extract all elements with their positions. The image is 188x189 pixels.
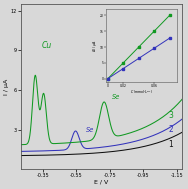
- Y-axis label: I / μA: I / μA: [4, 79, 9, 95]
- Text: 2: 2: [169, 125, 173, 134]
- Text: Cu: Cu: [42, 41, 52, 50]
- Text: Se: Se: [86, 127, 94, 133]
- Text: 3: 3: [169, 111, 174, 120]
- Text: 1: 1: [169, 140, 173, 149]
- X-axis label: E / V: E / V: [94, 180, 109, 185]
- Text: Se: Se: [112, 94, 120, 100]
